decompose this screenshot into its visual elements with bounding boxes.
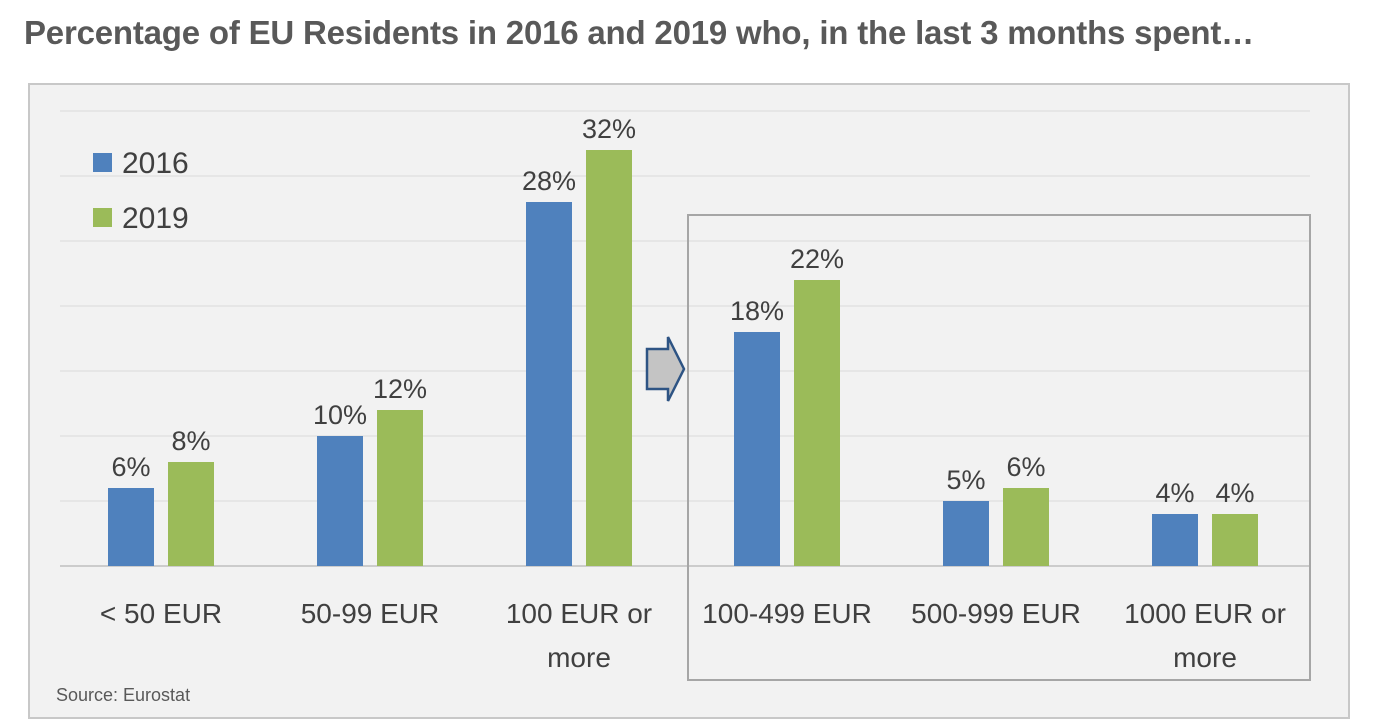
data-label: 4% — [1155, 478, 1194, 508]
bar-2019 — [168, 462, 214, 566]
category-label: 1000 EUR or — [1124, 598, 1286, 629]
legend-label: 2016 — [122, 147, 189, 180]
legend-label: 2019 — [122, 202, 189, 235]
data-label: 6% — [1006, 452, 1045, 482]
bar-2016 — [1152, 514, 1198, 566]
data-label: 4% — [1215, 478, 1254, 508]
legend: 2016 2019 — [93, 147, 189, 235]
chart-title: Percentage of EU Residents in 2016 and 2… — [24, 14, 1254, 51]
bar-2016 — [317, 436, 363, 566]
category-label: 100-499 EUR — [702, 598, 872, 629]
category-label: 100 EUR or — [506, 598, 652, 629]
category-label: < 50 EUR — [100, 598, 222, 629]
data-label: 10% — [313, 400, 367, 430]
data-label: 28% — [522, 166, 576, 196]
bar-2019 — [586, 150, 632, 566]
category-label: 50-99 EUR — [301, 598, 440, 629]
data-label: 5% — [946, 465, 985, 495]
bar-2019 — [1212, 514, 1258, 566]
breakdown-box — [687, 214, 1311, 681]
data-label: 6% — [111, 452, 150, 482]
source-note: Source: Eurostat — [56, 685, 191, 705]
gridlines — [60, 110, 1310, 567]
category-label: more — [1173, 642, 1237, 673]
arrow-right-icon — [645, 336, 686, 402]
data-label: 8% — [171, 426, 210, 456]
data-label: 32% — [582, 114, 636, 144]
bar-2019 — [794, 280, 840, 566]
bar-2019 — [1003, 488, 1049, 566]
bar-2016 — [108, 488, 154, 566]
legend-swatch — [93, 208, 112, 227]
data-label: 18% — [730, 296, 784, 326]
bar-2016 — [526, 202, 572, 566]
data-label: 12% — [373, 374, 427, 404]
bar-2016 — [734, 332, 780, 566]
category-label: more — [547, 642, 611, 673]
bar-2016 — [943, 501, 989, 566]
category-labels: < 50 EUR 50-99 EUR 100 EUR or more 100-499 E… — [100, 598, 1286, 673]
data-label: 22% — [790, 244, 844, 274]
category-label: 500-999 EUR — [911, 598, 1081, 629]
data-labels: 6% 10% 28% 18% 5% 4% 8% 12% 32% 22% 6% 4% — [111, 114, 1254, 508]
bars — [108, 150, 1258, 566]
legend-swatch — [93, 153, 112, 172]
bar-2019 — [377, 410, 423, 566]
